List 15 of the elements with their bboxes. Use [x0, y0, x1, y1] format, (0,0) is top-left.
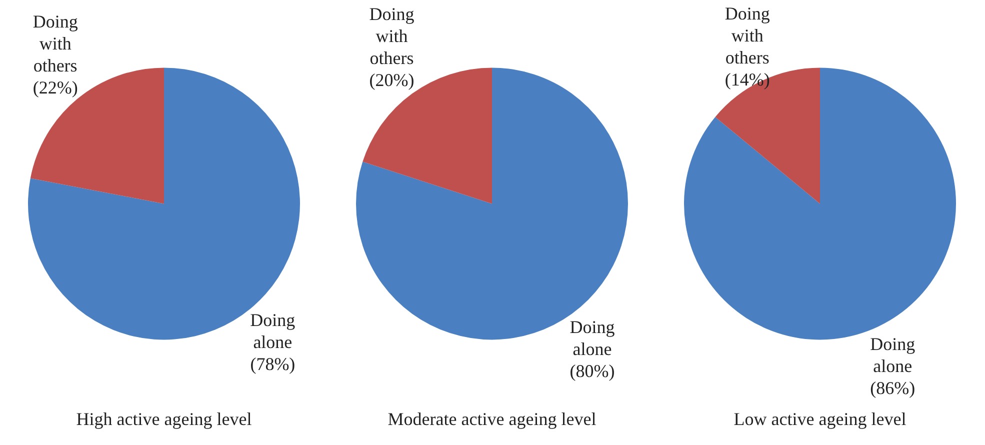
slice-label: Doing with others — [32, 11, 78, 76]
text: Moderate active ageing level — [388, 408, 596, 429]
text: High active ageing level — [76, 408, 252, 429]
data-label: (78%) — [250, 354, 296, 374]
data-label: (86%) — [870, 378, 916, 398]
data-label: (14%) — [724, 70, 770, 90]
data-label: (22%) — [32, 77, 78, 98]
slice-label: Doing alone — [250, 310, 296, 352]
slice-label: Doing alone — [870, 334, 916, 376]
text: Low active ageing level — [734, 408, 906, 429]
data-label: (80%) — [570, 360, 615, 381]
slice-label: Doing with others — [724, 4, 770, 68]
slice-label: Doing with others — [369, 4, 414, 68]
slice-label: Doing alone — [570, 316, 615, 359]
data-label: (20%) — [369, 70, 414, 90]
